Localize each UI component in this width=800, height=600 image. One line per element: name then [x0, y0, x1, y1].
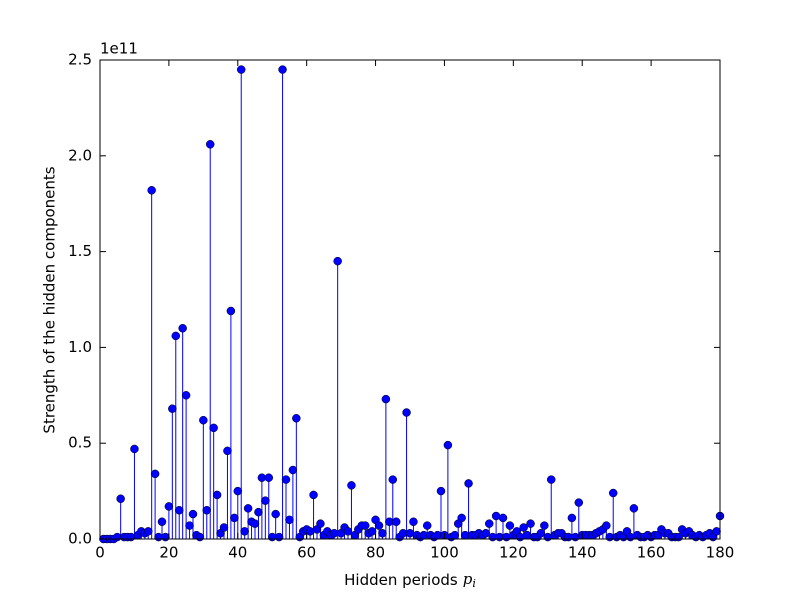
stem-marker — [205, 140, 215, 149]
stem-marker — [168, 404, 177, 413]
stem-marker — [212, 490, 222, 500]
stem-marker — [261, 496, 270, 505]
stem-marker — [199, 415, 208, 425]
stem-marker — [443, 440, 453, 450]
x-axis-label: Hidden periods pi — [344, 570, 476, 590]
y-tick-label: 1.5 — [68, 242, 92, 260]
stem-marker — [271, 509, 280, 519]
stem-marker — [402, 408, 411, 417]
y-tick-label: 1.0 — [68, 338, 92, 356]
stem-marker — [540, 521, 549, 530]
stem-marker — [209, 423, 218, 433]
stem-marker — [116, 494, 125, 504]
stem-marker — [240, 527, 249, 536]
stem-marker — [608, 488, 618, 498]
stem-marker — [388, 475, 398, 484]
stem-marker — [181, 391, 191, 400]
stem-marker — [526, 519, 535, 528]
stem-marker — [278, 65, 287, 74]
stem-marker — [250, 519, 260, 528]
stem-marker — [343, 527, 353, 536]
x-tick-label: 100 — [430, 544, 459, 562]
stem-marker — [171, 331, 181, 341]
stem-marker — [292, 414, 301, 423]
x-label-text: Hidden periods — [344, 571, 458, 589]
stem-marker — [254, 507, 263, 517]
stem-marker — [316, 519, 325, 528]
x-label-symbol: p — [463, 570, 473, 588]
stem-marker — [378, 529, 387, 538]
stem-marker — [436, 486, 446, 496]
stem-marker — [450, 530, 460, 540]
stem-marker — [536, 529, 546, 538]
stem-marker — [367, 527, 377, 536]
stem-marker — [223, 446, 232, 456]
stem-marker — [574, 498, 584, 507]
stem-marker — [178, 323, 187, 333]
stem-marker — [519, 523, 528, 532]
y-tick-label: 2.0 — [68, 146, 92, 164]
y-tick-label: 0.0 — [68, 530, 92, 548]
stem-marker — [188, 509, 198, 519]
stem-marker — [546, 475, 556, 484]
stem-marker — [309, 490, 318, 500]
stem-marker — [381, 394, 391, 404]
stem-marker — [374, 521, 384, 530]
x-tick-label: 80 — [366, 544, 385, 562]
stem-marker — [226, 306, 236, 316]
x-tick-label: 120 — [499, 544, 528, 562]
stem-marker — [230, 513, 239, 523]
stem-marker — [457, 513, 466, 523]
stem-marker — [164, 502, 174, 511]
stem-marker — [498, 513, 508, 523]
stem-marker — [333, 256, 342, 266]
plot-frame — [99, 59, 721, 540]
stem-marker — [484, 519, 494, 528]
stem-marker — [195, 532, 205, 542]
x-tick-label: 20 — [159, 544, 178, 562]
stem-marker — [219, 523, 229, 532]
stem-marker — [288, 465, 298, 475]
stem-marker — [236, 65, 246, 74]
x-tick-label: 180 — [706, 544, 735, 562]
stem-marker — [157, 517, 167, 527]
stem-marker — [602, 521, 611, 530]
stem-marker — [264, 473, 274, 482]
stem-marker — [347, 481, 356, 490]
stem-marker — [274, 532, 284, 542]
stem-marker — [360, 521, 370, 530]
stem-marker — [567, 513, 577, 523]
x-tick-label: 40 — [228, 544, 247, 562]
x-label-subscript: i — [472, 577, 476, 590]
stem-marker — [147, 186, 156, 195]
x-tick-label: 60 — [297, 544, 316, 562]
stem-marker — [233, 486, 243, 496]
stem-marker — [422, 521, 432, 530]
stem-marker — [130, 444, 139, 454]
stem-marker — [202, 506, 212, 515]
stem-marker — [391, 517, 401, 527]
stem-marker — [161, 532, 170, 542]
y-axis-label: Strength of the hidden components — [41, 166, 59, 433]
stem-marker — [150, 469, 160, 479]
stem-marker — [243, 504, 253, 513]
stem-marker — [409, 517, 418, 527]
stem-marker — [712, 527, 721, 536]
x-tick-label: 0 — [95, 544, 105, 562]
stem-marker — [185, 521, 194, 530]
stem-marker — [629, 504, 639, 513]
stem-marker — [505, 521, 515, 530]
stem-marker — [174, 506, 184, 515]
y-tick-label: 2.5 — [68, 51, 92, 69]
stem-marker — [143, 527, 153, 536]
stem-marker — [285, 515, 294, 525]
stem-marker — [481, 529, 491, 538]
y-tick-label: 0.5 — [68, 434, 92, 452]
stem-marker — [464, 479, 473, 488]
offset-label: 1e11 — [100, 40, 138, 58]
x-tick-label: 160 — [637, 544, 666, 562]
stem-marker — [281, 475, 291, 484]
x-tick-label: 140 — [568, 544, 597, 562]
